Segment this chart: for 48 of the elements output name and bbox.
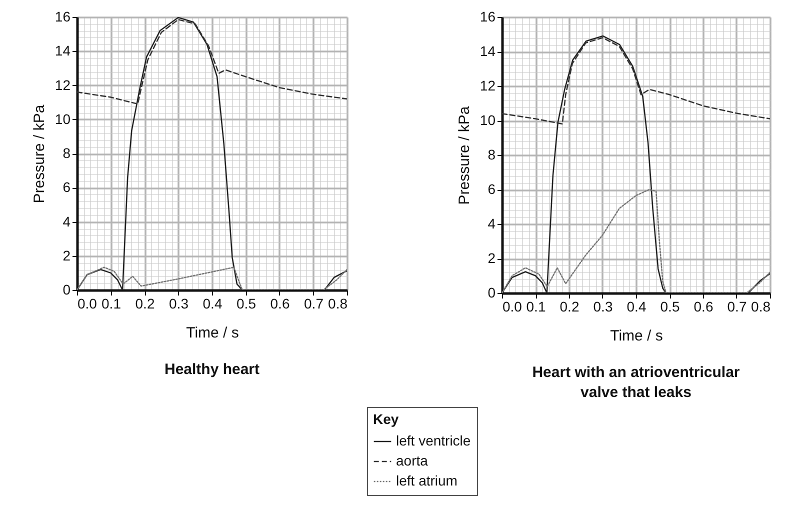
x-tick-label: 0.2 bbox=[135, 296, 155, 312]
text: Heart with an atrioventricular valve that leaks bbox=[532, 364, 740, 401]
x-tick-label: 0.1 bbox=[102, 296, 122, 312]
line-series bbox=[502, 37, 770, 125]
x-axis-title: Time / s bbox=[610, 328, 663, 344]
x-tick-label: 0.2 bbox=[560, 298, 580, 314]
x-tick-label: 0.3 bbox=[593, 298, 613, 314]
x-tick-label: 0.3 bbox=[169, 296, 189, 312]
legend-title: Key bbox=[373, 411, 399, 427]
x-tick-label: 0.4 bbox=[626, 298, 646, 314]
y-tick-label: 10 bbox=[480, 112, 496, 128]
y-tick-label: 10 bbox=[54, 110, 71, 127]
y-tick-label: 0 bbox=[488, 284, 496, 300]
y-axis-title: Pressure / kPa bbox=[456, 106, 473, 205]
x-tick-label: 0.5 bbox=[236, 296, 256, 312]
x-tick-label: 0.6 bbox=[694, 298, 714, 314]
line-series bbox=[77, 17, 347, 290]
x-axis-title: Time / s bbox=[186, 324, 239, 342]
y-tick-label: 4 bbox=[62, 213, 71, 230]
y-tick-label: 12 bbox=[480, 78, 496, 94]
x-tick-label: 0.7 bbox=[727, 298, 747, 314]
legend-label: left ventricle bbox=[396, 432, 471, 448]
x-tick-label: 0.1 bbox=[526, 298, 546, 314]
x-tick-label: 0.0 bbox=[502, 298, 522, 314]
y-tick-label: 8 bbox=[488, 146, 496, 162]
y-tick-label: 6 bbox=[62, 179, 71, 196]
y-tick-label: 16 bbox=[54, 8, 71, 24]
y-tick-label: 2 bbox=[62, 247, 71, 264]
x-tick-label: 0.5 bbox=[660, 298, 680, 314]
text: Healthy heart bbox=[164, 361, 260, 378]
x-tick-label: 0.0 bbox=[78, 296, 98, 312]
x-tick-label: 0.7 bbox=[304, 296, 324, 312]
legend-label: aorta bbox=[396, 452, 428, 468]
x-tick-label: 0.8 bbox=[328, 296, 348, 312]
x-tick-label: 0.4 bbox=[202, 296, 222, 312]
y-tick-label: 16 bbox=[480, 8, 496, 24]
x-tick-label: 0.6 bbox=[270, 296, 290, 312]
y-tick-label: 14 bbox=[480, 43, 496, 59]
y-axis-title: Pressure / kPa bbox=[30, 104, 48, 204]
y-tick-label: 8 bbox=[62, 145, 71, 161]
y-tick-label: 14 bbox=[54, 42, 71, 59]
legend-label: left atrium bbox=[396, 472, 458, 488]
y-tick-label: 2 bbox=[488, 250, 496, 266]
y-tick-label: 4 bbox=[488, 216, 496, 232]
y-tick-label: 12 bbox=[54, 76, 71, 93]
x-tick-label: 0.8 bbox=[751, 298, 771, 314]
y-tick-label: 6 bbox=[488, 181, 496, 197]
y-tick-label: 0 bbox=[62, 282, 71, 298]
